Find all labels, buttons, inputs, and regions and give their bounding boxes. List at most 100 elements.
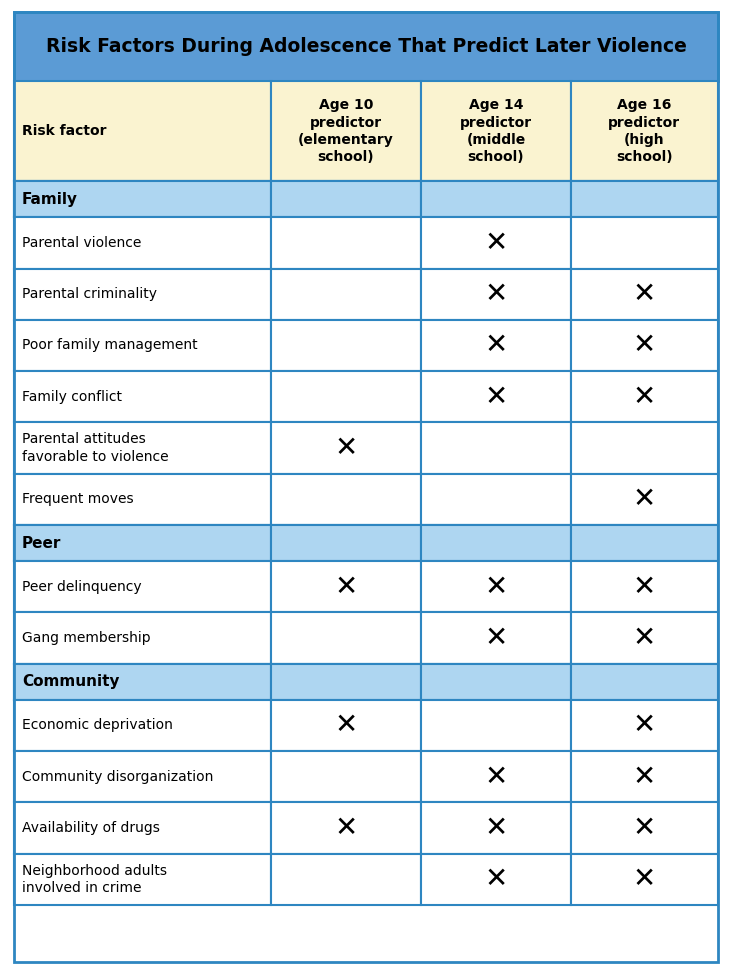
Text: Parental criminality: Parental criminality bbox=[22, 287, 157, 301]
Bar bbox=[571, 613, 718, 663]
Bar bbox=[421, 217, 571, 269]
Text: ✕: ✕ bbox=[485, 281, 507, 308]
Bar bbox=[571, 319, 718, 371]
Bar bbox=[571, 423, 718, 473]
Text: Peer: Peer bbox=[22, 536, 61, 550]
Bar bbox=[14, 663, 271, 699]
Text: Parental violence: Parental violence bbox=[22, 236, 141, 250]
Text: Age 14
predictor
(middle
school): Age 14 predictor (middle school) bbox=[460, 98, 532, 165]
Text: ✕: ✕ bbox=[485, 331, 507, 359]
Bar bbox=[421, 525, 571, 561]
Bar bbox=[571, 803, 718, 853]
Bar bbox=[14, 525, 271, 561]
Bar bbox=[421, 699, 571, 751]
Bar bbox=[14, 699, 271, 751]
Bar bbox=[421, 561, 571, 613]
Bar bbox=[14, 663, 718, 699]
Text: Community disorganization: Community disorganization bbox=[22, 769, 213, 784]
Text: Age 16
predictor
(high
school): Age 16 predictor (high school) bbox=[608, 98, 681, 165]
Bar bbox=[571, 269, 718, 319]
Text: ✕: ✕ bbox=[485, 624, 507, 652]
Text: Risk Factors During Adolescence That Predict Later Violence: Risk Factors During Adolescence That Pre… bbox=[45, 37, 687, 56]
Bar bbox=[271, 525, 421, 561]
Text: Community: Community bbox=[22, 674, 119, 690]
Bar bbox=[571, 525, 718, 561]
Bar bbox=[421, 82, 571, 181]
Bar bbox=[571, 663, 718, 699]
Text: ✕: ✕ bbox=[632, 624, 656, 652]
Bar bbox=[571, 473, 718, 525]
Text: ✕: ✕ bbox=[485, 573, 507, 601]
Bar bbox=[14, 181, 271, 217]
Text: ✕: ✕ bbox=[632, 485, 656, 513]
Text: Neighborhood adults
involved in crime: Neighborhood adults involved in crime bbox=[22, 864, 167, 895]
Bar bbox=[271, 473, 421, 525]
Bar bbox=[14, 423, 271, 473]
Text: ✕: ✕ bbox=[632, 573, 656, 601]
Bar bbox=[271, 423, 421, 473]
Bar bbox=[14, 371, 271, 423]
Text: ✕: ✕ bbox=[632, 814, 656, 843]
Bar bbox=[571, 181, 718, 217]
Text: ✕: ✕ bbox=[485, 383, 507, 411]
Bar bbox=[421, 319, 571, 371]
Text: ✕: ✕ bbox=[632, 865, 656, 893]
Bar bbox=[14, 853, 271, 905]
Bar bbox=[271, 751, 421, 803]
Text: Availability of drugs: Availability of drugs bbox=[22, 821, 160, 835]
Bar bbox=[421, 663, 571, 699]
Bar bbox=[14, 269, 271, 319]
Bar bbox=[271, 181, 421, 217]
Text: ✕: ✕ bbox=[632, 383, 656, 411]
Text: Family: Family bbox=[22, 192, 78, 206]
Bar bbox=[571, 371, 718, 423]
Bar bbox=[271, 803, 421, 853]
Bar bbox=[571, 699, 718, 751]
Text: ✕: ✕ bbox=[485, 763, 507, 791]
Bar bbox=[14, 12, 718, 82]
Bar bbox=[421, 751, 571, 803]
Text: Frequent moves: Frequent moves bbox=[22, 492, 134, 506]
Text: ✕: ✕ bbox=[485, 865, 507, 893]
Bar bbox=[271, 853, 421, 905]
Bar bbox=[271, 561, 421, 613]
Text: ✕: ✕ bbox=[335, 434, 357, 462]
Bar bbox=[421, 613, 571, 663]
Bar bbox=[571, 561, 718, 613]
Text: ✕: ✕ bbox=[335, 814, 357, 843]
Bar bbox=[14, 803, 271, 853]
Text: Gang membership: Gang membership bbox=[22, 631, 151, 645]
Bar bbox=[271, 319, 421, 371]
Text: ✕: ✕ bbox=[632, 281, 656, 308]
Bar bbox=[571, 82, 718, 181]
Text: Economic deprivation: Economic deprivation bbox=[22, 719, 173, 732]
Text: Family conflict: Family conflict bbox=[22, 390, 122, 404]
Bar bbox=[14, 319, 271, 371]
Bar bbox=[421, 853, 571, 905]
Text: ✕: ✕ bbox=[632, 763, 656, 791]
Bar bbox=[421, 269, 571, 319]
Bar bbox=[271, 663, 421, 699]
Text: ✕: ✕ bbox=[485, 229, 507, 257]
Text: ✕: ✕ bbox=[485, 814, 507, 843]
Bar bbox=[421, 181, 571, 217]
Bar bbox=[14, 613, 271, 663]
Bar bbox=[271, 613, 421, 663]
Bar bbox=[571, 217, 718, 269]
Bar bbox=[14, 473, 271, 525]
Text: Parental attitudes
favorable to violence: Parental attitudes favorable to violence bbox=[22, 432, 168, 464]
Bar bbox=[571, 853, 718, 905]
Bar bbox=[14, 181, 718, 217]
Bar bbox=[271, 371, 421, 423]
Bar bbox=[571, 751, 718, 803]
Text: ✕: ✕ bbox=[335, 711, 357, 739]
Bar bbox=[271, 699, 421, 751]
Bar bbox=[14, 751, 271, 803]
Bar bbox=[14, 525, 718, 561]
Text: Age 10
predictor
(elementary
school): Age 10 predictor (elementary school) bbox=[298, 98, 394, 165]
Text: ✕: ✕ bbox=[335, 573, 357, 601]
Bar bbox=[421, 803, 571, 853]
Text: Peer delinquency: Peer delinquency bbox=[22, 580, 141, 594]
Bar bbox=[271, 269, 421, 319]
Bar bbox=[14, 217, 271, 269]
